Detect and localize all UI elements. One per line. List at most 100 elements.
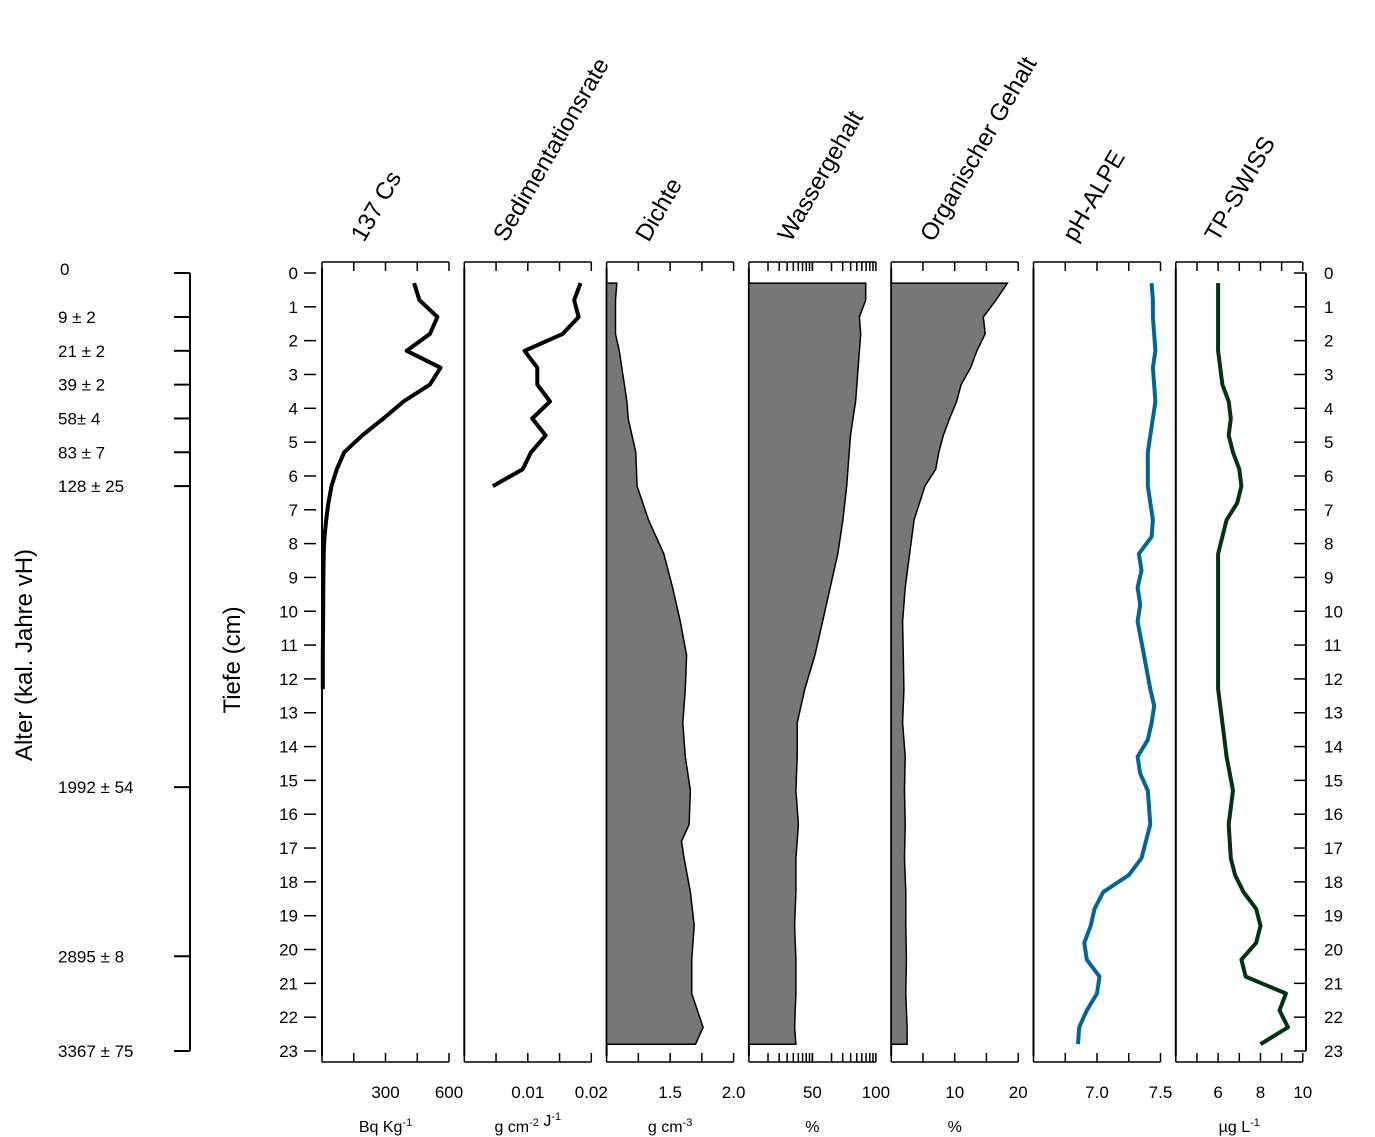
age-label: 3367 ± 75 xyxy=(58,1042,134,1061)
depth-tick-label: 5 xyxy=(1324,433,1333,452)
age-label: 83 ± 7 xyxy=(58,443,105,462)
unit-text: J xyxy=(539,1113,551,1130)
depth-tick-label: 21 xyxy=(279,974,298,993)
depth-tick-label: 7 xyxy=(289,501,298,520)
panel-ph-alpe: 7.0 7.5 pH-ALPE xyxy=(1032,146,1173,1102)
depth-tick-label: 19 xyxy=(1324,907,1343,926)
depth-tick-label: 15 xyxy=(1324,771,1343,790)
series-line xyxy=(320,282,443,690)
depth-tick-label: 20 xyxy=(279,941,298,960)
panel-tp-swiss: 6 8 10 µg L-1 TP-SWISS xyxy=(1174,132,1312,1136)
depth-tick-label: 3 xyxy=(1324,365,1333,384)
age-label: 128 ± 25 xyxy=(58,477,124,496)
depth-tick-label: 10 xyxy=(279,602,298,621)
unit-label: g cm-3 xyxy=(648,1117,692,1136)
age-label: 21 ± 2 xyxy=(58,342,105,361)
depth-tick-label: 16 xyxy=(1324,805,1343,824)
depth-tick-label: 23 xyxy=(279,1042,298,1061)
depth-tick-label: 20 xyxy=(1324,941,1343,960)
panel-wassergehalt: 50 100% Wassergehalt xyxy=(747,106,890,1136)
depth-tick-label: 17 xyxy=(279,839,298,858)
unit-text: Bq Kg xyxy=(359,1119,403,1136)
age-label: 58± 4 xyxy=(58,409,100,428)
age-label: 1992 ± 54 xyxy=(58,778,134,797)
panel-title: Sedimentationsrate xyxy=(488,53,615,246)
panel-title: Dichte xyxy=(630,174,687,246)
depth-tick-label: 13 xyxy=(279,704,298,723)
depth-tick-label: 10 xyxy=(1324,602,1343,621)
depth-tick-label: 11 xyxy=(280,636,298,655)
x-tick-label: 8 xyxy=(1256,1083,1265,1102)
depth-tick-label: 1 xyxy=(1324,298,1333,317)
x-tick-label: 6 xyxy=(1213,1083,1222,1102)
unit-label: % xyxy=(805,1119,819,1136)
age-label: 2895 ± 8 xyxy=(58,947,124,966)
x-tick-label: 7.0 xyxy=(1085,1083,1109,1102)
x-tick-label: 300 xyxy=(371,1083,399,1102)
depth-tick-label: 2 xyxy=(289,332,298,351)
series-line xyxy=(1076,282,1158,1045)
depth-tick-label: 7 xyxy=(1324,501,1333,520)
series-area xyxy=(605,282,704,1045)
series-area xyxy=(890,282,1009,1045)
unit-text: g cm xyxy=(494,1119,529,1136)
unit-text: µg L xyxy=(1219,1119,1251,1136)
x-tick-label: 50 xyxy=(803,1083,822,1102)
unit-text: g cm xyxy=(648,1119,683,1136)
series-area xyxy=(748,282,867,1045)
depth-tick-label: 18 xyxy=(279,873,298,892)
x-tick-label: 0.01 xyxy=(511,1083,544,1102)
depth-tick-label: 1 xyxy=(289,298,298,317)
x-tick-label: 0.02 xyxy=(575,1083,608,1102)
depth-tick-label: 22 xyxy=(279,1008,298,1027)
depth-tick-label: 8 xyxy=(1324,535,1333,554)
depth-tick-label: 8 xyxy=(289,535,298,554)
depth-tick-label: 18 xyxy=(1324,873,1343,892)
unit-superscript: -2 xyxy=(529,1117,539,1129)
depth-tick-label: 15 xyxy=(279,771,298,790)
age-axis: 0 9 ± 2 21 ± 2 39 ± 2 58± 4 83 ± 7 128 ± 25 199… xyxy=(11,260,191,1061)
panel-title: Wassergehalt xyxy=(773,106,869,246)
panel-title: 137 Cs xyxy=(346,167,407,246)
series-line xyxy=(491,282,583,488)
panel-dichte: 1.5 2.0 g cm-3 Dichte xyxy=(605,174,746,1136)
depth-tick-label: 17 xyxy=(1324,839,1343,858)
x-tick-label: 100 xyxy=(862,1083,890,1102)
depth-tick-label: 9 xyxy=(1324,568,1333,587)
depth-tick-label: 22 xyxy=(1324,1008,1343,1027)
x-tick-label: 10 xyxy=(1293,1083,1312,1102)
x-tick-label: 7.5 xyxy=(1149,1083,1173,1102)
series-line xyxy=(1216,283,1290,1046)
x-tick-label: 20 xyxy=(1009,1083,1028,1102)
unit-label: Bq Kg-1 xyxy=(359,1117,412,1136)
depth-tick-label: 5 xyxy=(289,433,298,452)
depth-tick-label: 19 xyxy=(279,907,298,926)
unit-superscript: -1 xyxy=(402,1117,412,1129)
depth-tick-label: 12 xyxy=(279,670,298,689)
x-tick-label: 10 xyxy=(945,1083,964,1102)
depth-tick-label: 13 xyxy=(1324,704,1343,723)
unit-superscript: -1 xyxy=(1250,1117,1260,1129)
depth-tick-label: 2 xyxy=(1324,332,1333,351)
depth-tick-label: 6 xyxy=(289,467,298,486)
unit-label: µg L-1 xyxy=(1219,1117,1260,1136)
depth-tick-label: 11 xyxy=(1324,636,1342,655)
depth-tick-label: 21 xyxy=(1324,974,1343,993)
age-axis-title: Alter (kal. Jahre vH) xyxy=(11,549,38,761)
depth-tick-label: 4 xyxy=(289,399,298,418)
x-tick-label: 2.0 xyxy=(722,1083,746,1102)
depth-tick-label: 14 xyxy=(279,738,298,757)
panel-organischer-gehalt: 10 20% Organischer Gehalt xyxy=(890,52,1043,1136)
depth-tick-label: 16 xyxy=(279,805,298,824)
age-label: 39 ± 2 xyxy=(58,376,105,395)
depth-tick-label: 3 xyxy=(289,365,298,384)
panel-title: TP-SWISS xyxy=(1200,132,1281,246)
depth-tick-label: 9 xyxy=(289,568,298,587)
panel-137-cs: 300 600 Bq Kg-1 137 Cs xyxy=(320,167,463,1136)
unit-text: % xyxy=(805,1119,819,1136)
depth-tick-label: 0 xyxy=(1324,264,1333,283)
unit-text: % xyxy=(948,1119,962,1136)
